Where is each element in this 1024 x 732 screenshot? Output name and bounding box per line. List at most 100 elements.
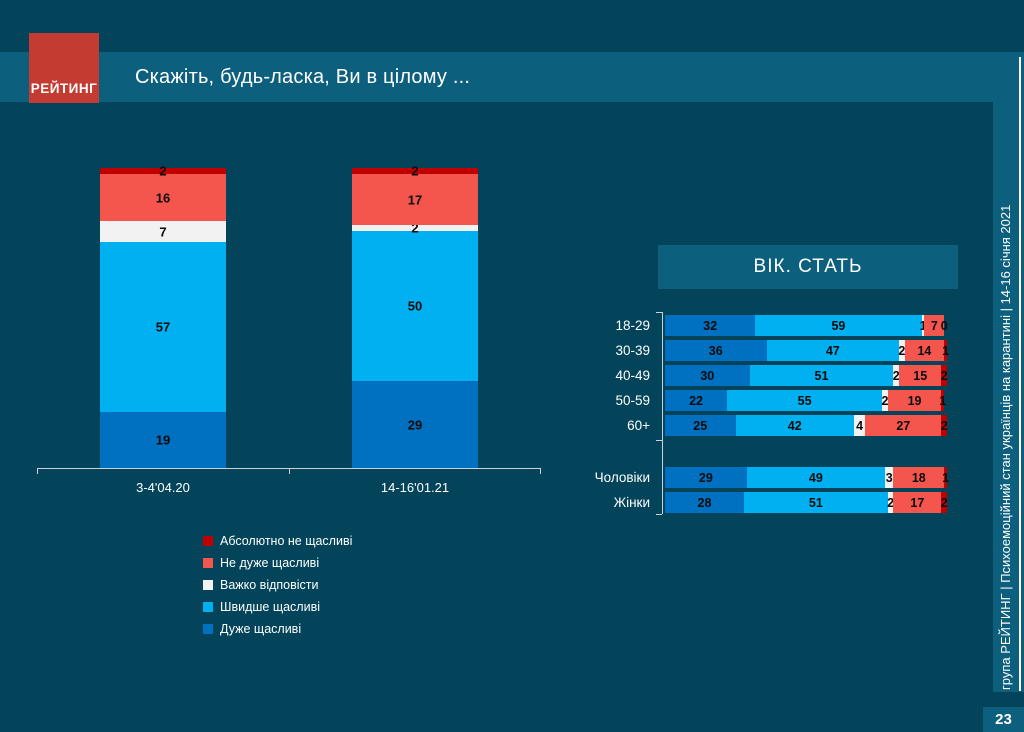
value-label: 59 <box>831 318 846 333</box>
bar-segment <box>665 340 767 361</box>
value-label: 2 <box>940 495 948 510</box>
bar-segment <box>893 467 945 488</box>
legend-item: Важко відповісти <box>203 574 352 596</box>
bar-segment <box>941 415 947 436</box>
bar-segment <box>665 315 756 336</box>
x-axis-tick <box>37 468 38 474</box>
legend: Абсолютно не щасливі Не дуже щасливі Важко… <box>203 530 352 640</box>
value-label: 32 <box>703 318 718 333</box>
value-label: 17 <box>910 495 925 510</box>
bar-segment <box>749 365 894 386</box>
value-label: 19 <box>155 432 171 448</box>
bar-segment <box>941 365 947 386</box>
row-label: Чоловіки <box>594 470 650 485</box>
bar-segment: 7 <box>100 221 226 243</box>
legend-label: Швидше щасливі <box>220 600 321 614</box>
stacked-row: 29 49 3 18 1 <box>665 467 950 488</box>
y-axis-tick <box>656 312 662 313</box>
row-label: 60+ <box>627 418 650 433</box>
bar-segment <box>884 467 894 488</box>
slide-title: Скажіть, будь-ласка, Ви в цілому ... <box>135 66 471 88</box>
rating-logo: РЕЙТИНГ <box>29 33 99 103</box>
bar-segment: 2 <box>100 164 226 177</box>
legend-swatch <box>203 558 213 568</box>
bar-segment <box>746 467 885 488</box>
value-label: 2 <box>887 495 895 510</box>
row-label: 40-49 <box>615 368 650 383</box>
value-label: 1 <box>942 343 950 358</box>
value-label: 30 <box>700 368 715 383</box>
value-label: 2 <box>411 220 419 236</box>
legend-item: Швидше щасливі <box>203 596 352 618</box>
bar-segment <box>899 340 905 361</box>
bar-segment <box>893 365 900 386</box>
value-label: 22 <box>689 393 703 408</box>
bar-segment <box>941 492 947 513</box>
legend-item: Не дуже щасливі <box>203 552 352 574</box>
rating-logo-text: РЕЙТИНГ <box>30 81 98 96</box>
value-label: 18 <box>911 470 926 485</box>
value-label: 16 <box>155 190 171 206</box>
value-label: 2 <box>940 418 948 433</box>
value-label: 2 <box>892 368 900 383</box>
row-label: 50-59 <box>615 393 650 408</box>
bar-segment <box>735 415 854 436</box>
legend-item: Дуже щасливі <box>203 618 352 640</box>
x-axis-tick <box>289 468 290 474</box>
category-label: 3-4'04.20 <box>136 480 190 495</box>
value-label: 51 <box>808 495 823 510</box>
sidebar-divider <box>1019 57 1021 691</box>
stacked-column: 29 50 2 17 2 <box>352 163 478 468</box>
value-label: 2 <box>898 343 906 358</box>
legend-item: Абсолютно не щасливі <box>203 530 352 552</box>
value-label: 27 <box>896 418 911 433</box>
value-label: 3 <box>885 470 893 485</box>
value-label: 14 <box>917 343 932 358</box>
bar-segment: 57 <box>100 242 226 412</box>
value-label: 15 <box>913 368 928 383</box>
value-label: 50 <box>407 298 423 314</box>
value-label: 29 <box>698 470 713 485</box>
stacked-row: 30 51 2 15 2 <box>665 365 948 386</box>
page-number: 23 <box>983 707 1024 732</box>
stacked-column: 19 57 7 16 2 <box>100 164 226 468</box>
value-label: 1 <box>942 470 950 485</box>
bar-segment <box>944 467 947 488</box>
value-label: 7 <box>159 224 167 240</box>
stacked-row: 32 59 1 7 0 <box>665 315 948 336</box>
legend-label: Абсолютно не щасливі <box>220 534 353 548</box>
value-label: 57 <box>155 319 171 335</box>
stacked-row: 25 42 4 27 2 <box>665 415 948 436</box>
bar-segment <box>904 340 945 361</box>
value-label: 29 <box>407 417 423 432</box>
stacked-row: 28 51 2 17 2 <box>665 492 948 513</box>
bar-segment: 19 <box>100 411 226 468</box>
legend-label: Дуже щасливі <box>220 622 302 636</box>
y-axis-tick <box>656 440 662 441</box>
value-label: 25 <box>693 418 708 433</box>
row-label: Жінки <box>613 495 650 510</box>
bar-segment <box>665 415 736 436</box>
value-label: 4 <box>856 418 864 433</box>
bar-segment <box>887 492 894 513</box>
row-label: 18-29 <box>615 318 650 333</box>
bar-segment: 2 <box>352 222 478 235</box>
legend-swatch <box>203 602 213 612</box>
value-label: 19 <box>907 393 922 408</box>
demographics-chart: 18-29 32 59 1 7 0 30-39 36 47 2 14 1 40-49 30 51 2 15 2 50… <box>577 312 997 525</box>
y-axis-line <box>662 312 663 514</box>
value-label: 2 <box>411 163 419 179</box>
bar-segment <box>944 340 947 361</box>
stacked-row: 22 55 2 19 1 <box>665 390 947 411</box>
bar-segment <box>665 492 744 513</box>
stacked-row: 36 47 2 14 1 <box>665 340 950 361</box>
sidebar-strip <box>993 52 1024 692</box>
y-axis-tick <box>656 514 662 515</box>
bar-segment <box>941 390 945 411</box>
bar-segment <box>865 415 942 436</box>
value-label: 49 <box>808 470 823 485</box>
page-number-text: 23 <box>995 711 1012 728</box>
row-label: 30-39 <box>615 343 650 358</box>
value-label: 0 <box>940 318 948 333</box>
